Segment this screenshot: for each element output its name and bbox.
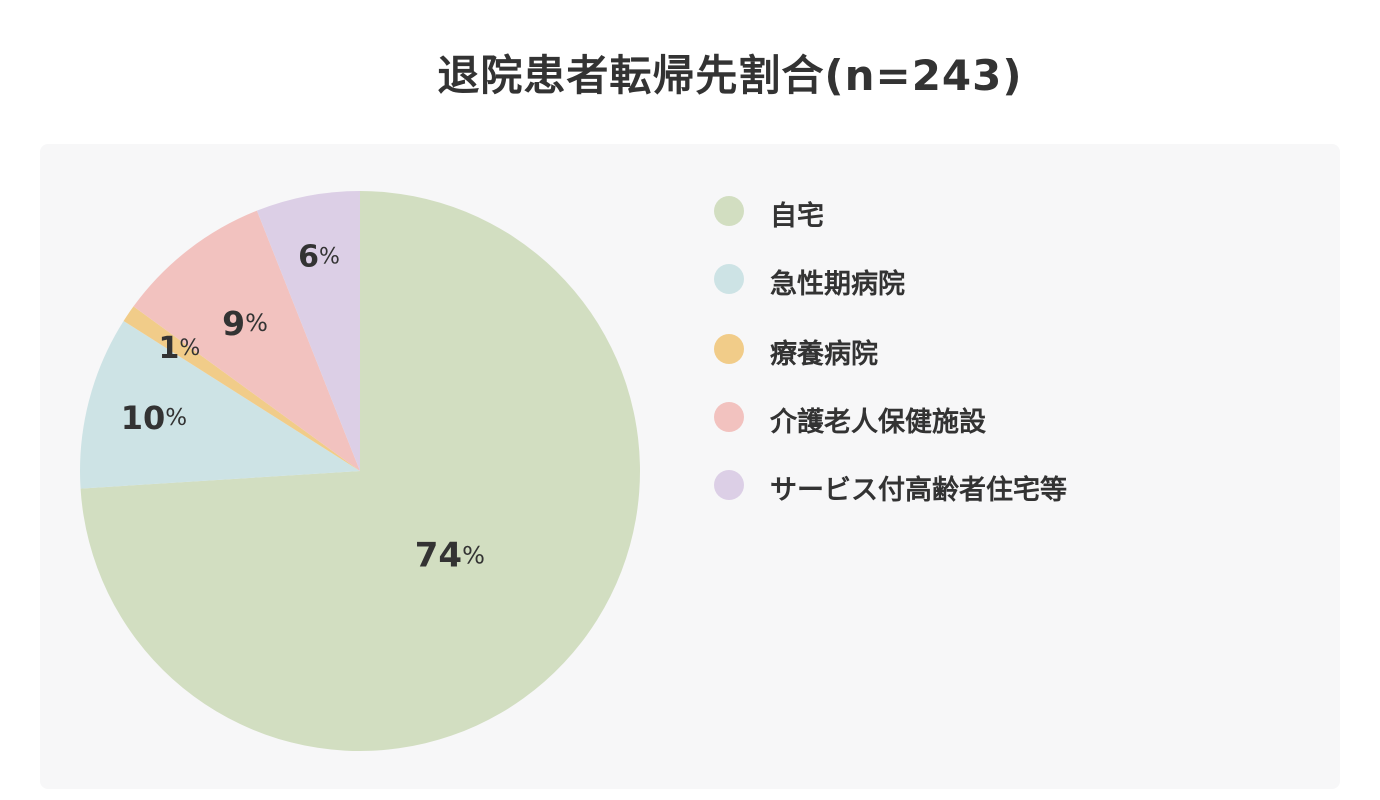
slice-label-1: 10% [121,399,187,437]
legend-item-acute-hospital: 急性期病院 [714,260,1134,300]
slice-label-0: 74% [415,535,485,575]
legend-item-home: 自宅 [714,192,1134,232]
pie-slice-4 [256,191,360,471]
legend-swatch [714,264,744,294]
legend-swatch [714,402,744,432]
pie-slice-2 [123,306,360,471]
legend-item-senior-housing: サービス付高齢者住宅等 [714,466,1134,506]
pie-chart: 74% 10% 1% 9% 6% [80,191,640,751]
chart-panel: 74% 10% 1% 9% 6% 自宅 急性期病院 療養病院 介護老人保健施設 サービス… [40,144,1340,789]
pie-slice-3 [133,210,360,471]
legend-swatch [714,470,744,500]
slice-label-4: 6% [298,239,340,274]
legend-label: 療養病院 [770,339,878,370]
legend-label: 介護老人保健施設 [770,407,986,438]
legend-swatch [714,334,744,364]
chart-title: 退院患者転帰先割合(n=243) [437,51,1023,100]
slice-label-3: 9% [222,303,268,342]
legend-label: 急性期病院 [770,269,905,300]
pie-slice-1 [80,320,360,489]
legend-item-nursing-facility: 介護老人保健施設 [714,398,1134,438]
pie-slice-0 [80,191,640,751]
legend-item-care-hospital: 療養病院 [714,330,1134,370]
legend-label: 自宅 [770,201,824,232]
legend-swatch [714,196,744,226]
legend-label: サービス付高齢者住宅等 [770,475,1067,506]
slice-label-2: 1% [158,331,200,366]
